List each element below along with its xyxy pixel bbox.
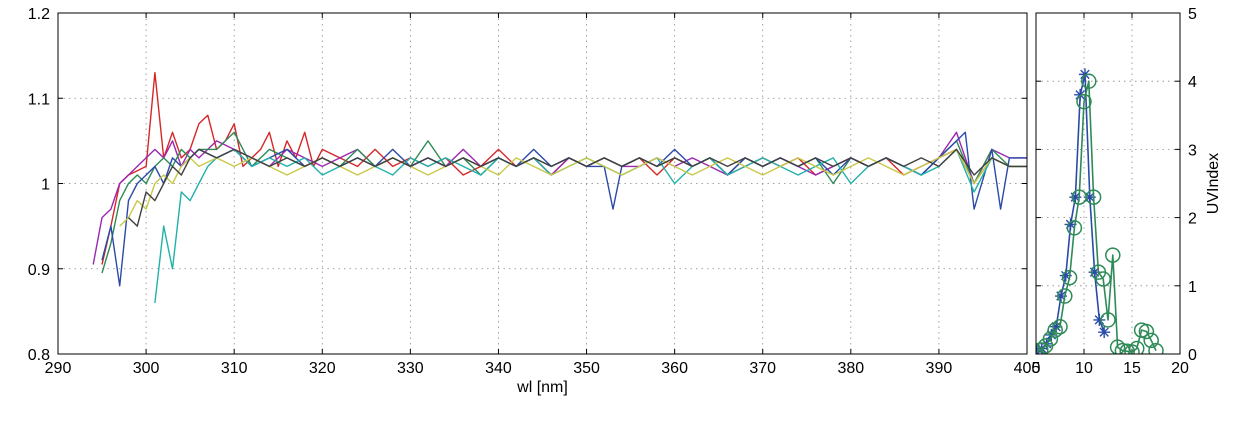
x-tick-label: 340	[485, 360, 512, 377]
data-point	[1054, 290, 1067, 303]
data-point	[1148, 342, 1164, 354]
data-point	[1093, 313, 1106, 326]
series-line	[119, 148, 1027, 227]
y-tick-label: 0.9	[28, 262, 50, 279]
y-tick-label: 4	[1188, 74, 1197, 91]
data-point	[1100, 312, 1116, 328]
x-tick-label: 5	[1032, 360, 1041, 377]
data-point	[1095, 271, 1111, 287]
data-point	[1143, 332, 1159, 349]
x-tick-label: 10	[1075, 360, 1093, 377]
x-tick-label: 350	[573, 360, 600, 377]
data-point	[1074, 88, 1087, 101]
plot-area	[1036, 13, 1180, 354]
data-point	[1052, 318, 1068, 335]
x-tick-label: 300	[133, 360, 160, 377]
data-point	[1078, 68, 1091, 81]
x-tick-label: 290	[45, 360, 72, 377]
data-point	[1047, 322, 1063, 338]
spectrum-ratio-plot: 290 300 310 320 330 340 350 360 370 380 390 400 0.8 0…	[28, 6, 1041, 396]
x-tick-label: 370	[749, 360, 776, 377]
y-tick-label: 1	[1188, 279, 1197, 296]
y-axis-label: UVIndex	[1205, 153, 1222, 214]
data-point	[1059, 269, 1072, 282]
y-tick-label: 5	[1188, 6, 1197, 23]
data-point	[1045, 328, 1058, 341]
x-tick-label: 360	[661, 360, 688, 377]
series-1	[1036, 73, 1164, 354]
data-point	[1085, 189, 1102, 205]
data-point	[1105, 247, 1121, 263]
x-tick-label: 15	[1123, 360, 1141, 377]
data-point	[1109, 339, 1126, 354]
series-6	[128, 148, 1027, 227]
data-point	[1119, 343, 1135, 354]
x-tick-label: 400	[1014, 360, 1041, 377]
series-line	[128, 148, 1027, 227]
data-point	[1036, 342, 1049, 354]
axes-frame	[1035, 12, 1181, 355]
uv-index-plot: 5 10 15 200 1 2 3 4 5 UVIndex	[1032, 6, 1222, 377]
data-point	[1076, 93, 1092, 110]
x-axis-label: wl [nm]	[516, 379, 568, 396]
data-point	[1083, 191, 1096, 204]
axes-frame	[57, 12, 1028, 355]
data-point	[1061, 269, 1078, 286]
y-tick-label: 1.2	[28, 6, 50, 23]
data-point	[1050, 320, 1063, 333]
y-tick-label: 1	[41, 177, 50, 194]
data-point	[1138, 323, 1155, 340]
data-point	[1066, 220, 1083, 236]
y-tick-label: 3	[1188, 142, 1197, 159]
y-tick-label: 2	[1188, 211, 1197, 228]
x-tick-label: 390	[926, 360, 953, 377]
series-line	[1036, 80, 1157, 354]
data-point	[1064, 218, 1077, 231]
data-point	[1098, 326, 1111, 339]
data-point	[1124, 344, 1140, 354]
x-tick-label: 310	[221, 360, 248, 377]
x-tick-label: 380	[837, 360, 864, 377]
data-point	[1057, 288, 1073, 304]
data-point	[1129, 340, 1145, 354]
y-tick-label: 0.8	[28, 347, 50, 364]
y-tick-label: 0	[1188, 347, 1197, 364]
x-tick-label: 320	[309, 360, 336, 377]
data-point	[1042, 331, 1059, 347]
series-5	[119, 148, 1027, 227]
data-point	[1088, 266, 1101, 279]
x-tick-label: 330	[397, 360, 424, 377]
data-point	[1069, 191, 1082, 204]
data-point	[1081, 73, 1097, 89]
y-tick-label: 1.1	[28, 91, 50, 108]
x-tick-label: 20	[1171, 360, 1189, 377]
